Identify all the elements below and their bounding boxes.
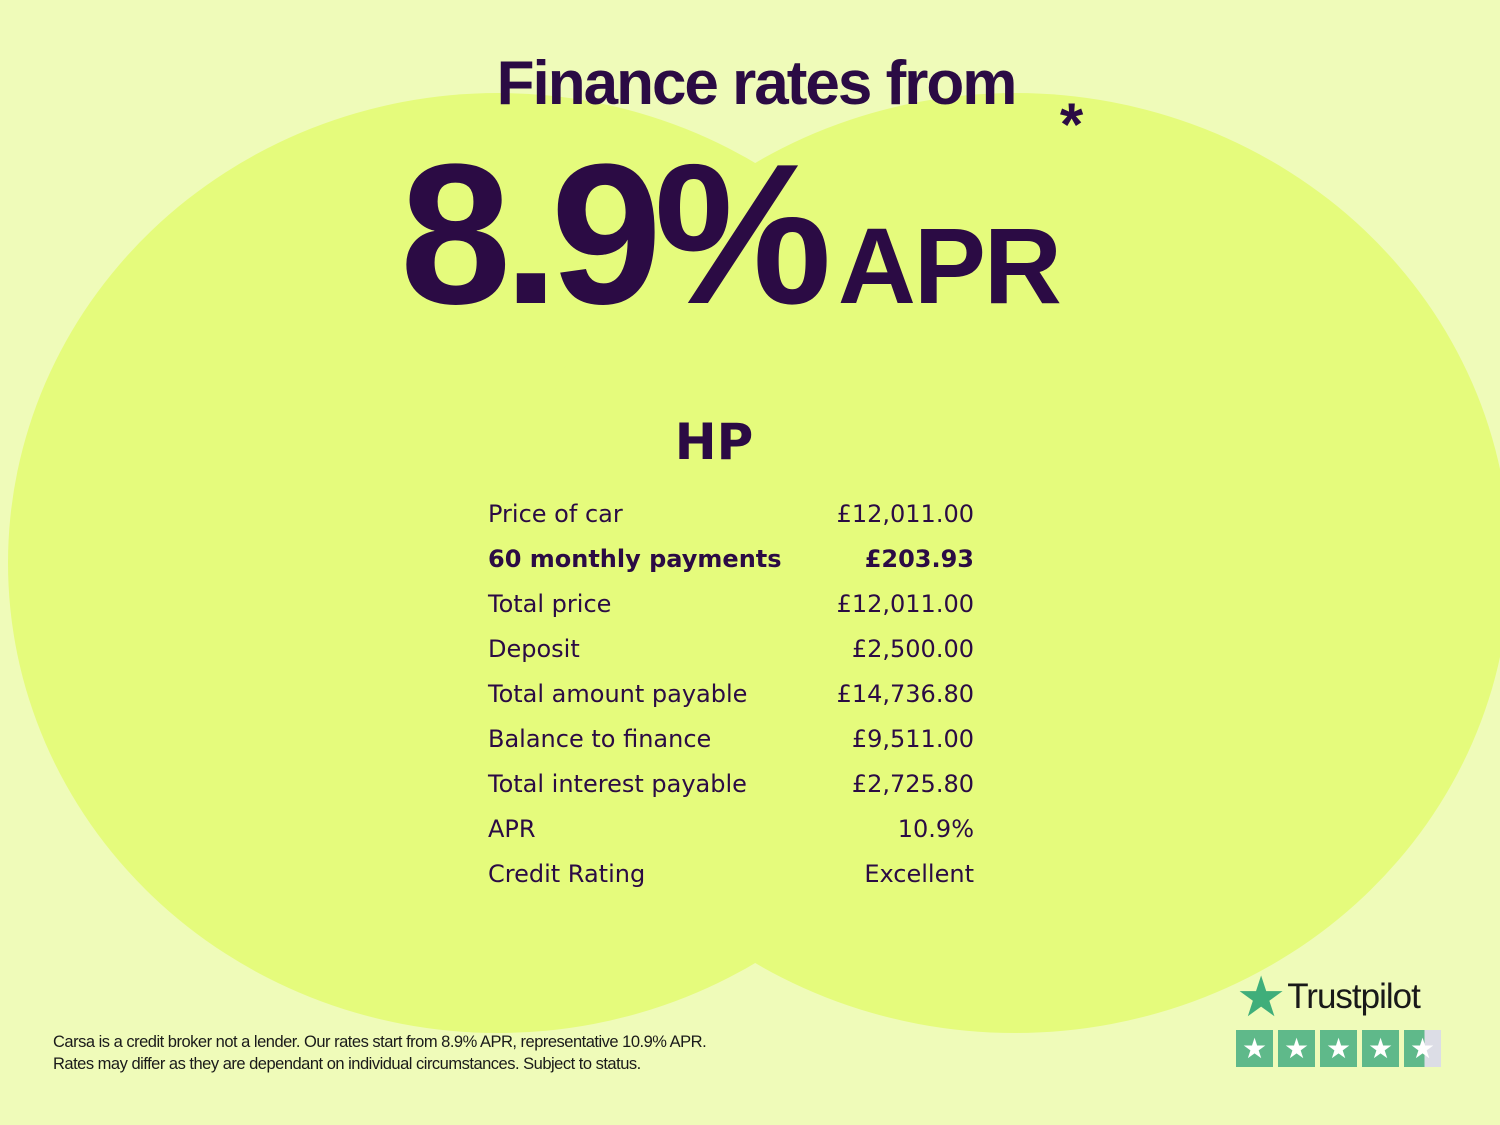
trustpilot-logo: ★ Trustpilot — [1236, 965, 1441, 1028]
star-icon: ★ — [1320, 1030, 1357, 1067]
row-value: 10.9% — [897, 815, 974, 843]
table-row: Total price £12,011.00 — [488, 587, 974, 632]
row-value: £12,011.00 — [836, 500, 974, 528]
table-row: Total interest payable £2,725.80 — [488, 767, 974, 812]
row-value: £2,725.80 — [851, 770, 974, 798]
row-value: £14,736.80 — [836, 680, 974, 708]
apr-label: APR — [837, 205, 1062, 326]
row-value: Excellent — [864, 860, 974, 888]
star-icon: ★ — [1362, 1030, 1399, 1067]
disclaimer: Carsa is a credit broker not a lender. O… — [53, 1031, 707, 1075]
row-label: Balance to finance — [488, 725, 712, 753]
row-label: Price of car — [488, 500, 623, 528]
row-value: £2,500.00 — [851, 635, 974, 663]
row-label: APR — [488, 815, 536, 843]
trustpilot-name: Trustpilot — [1287, 977, 1421, 1016]
background-circle-right — [520, 93, 1500, 1033]
product-heading: HP — [674, 413, 754, 471]
row-label: Total interest payable — [488, 770, 747, 798]
row-label: 60 monthly payments — [488, 545, 782, 573]
table-row: Total amount payable £14,736.80 — [488, 677, 974, 722]
finance-table: Price of car £12,011.00 60 monthly paymen… — [488, 497, 974, 902]
trustpilot-rating: ★ ★ ★ ★ ★ — [1236, 1030, 1441, 1067]
trustpilot-badge: ★ Trustpilot ★ ★ ★ ★ ★ — [1236, 965, 1441, 1067]
rate-value: 8.9% — [400, 123, 832, 346]
table-row: APR 10.9% — [488, 812, 974, 857]
table-row: Price of car £12,011.00 — [488, 497, 974, 542]
disclaimer-line: Rates may differ as they are dependant o… — [53, 1055, 641, 1073]
table-row: Deposit £2,500.00 — [488, 632, 974, 677]
half-star-icon: ★ — [1404, 1030, 1441, 1067]
table-row: 60 monthly payments £203.93 — [488, 542, 974, 587]
row-label: Credit Rating — [488, 860, 646, 888]
disclaimer-line: Carsa is a credit broker not a lender. O… — [53, 1033, 707, 1051]
table-row: Credit Rating Excellent — [488, 857, 974, 902]
row-value: £12,011.00 — [836, 590, 974, 618]
row-label: Total price — [488, 590, 612, 618]
row-value: £203.93 — [864, 545, 974, 573]
asterisk: * — [1059, 91, 1084, 158]
headline-title: Finance rates from — [496, 49, 1018, 118]
row-label: Total amount payable — [488, 680, 748, 708]
star-icon: ★ — [1236, 1030, 1273, 1067]
table-row: Balance to finance £9,511.00 — [488, 722, 974, 767]
row-label: Deposit — [488, 635, 580, 663]
star-icon: ★ — [1278, 1030, 1315, 1067]
headline-rate: 8.9% APR * — [400, 91, 1083, 350]
row-value: £9,511.00 — [851, 725, 974, 753]
trustpilot-star-icon: ★ — [1236, 965, 1286, 1028]
